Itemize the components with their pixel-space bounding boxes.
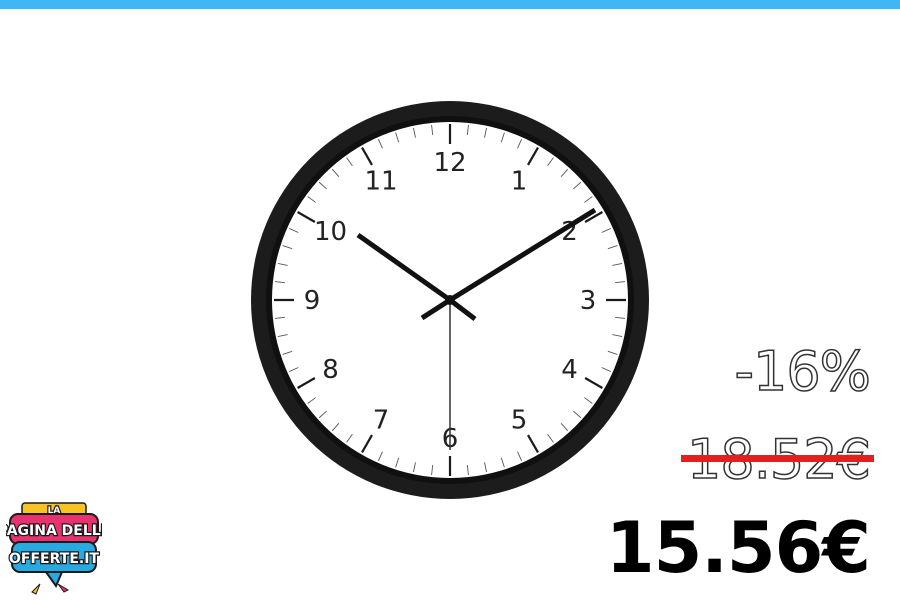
clock-minor-tick: [307, 397, 316, 404]
clock-minor-tick: [517, 139, 522, 149]
clock-major-tick: [584, 377, 603, 389]
clock-minor-tick: [584, 196, 593, 203]
clock-minor-tick: [500, 457, 505, 468]
clock-minor-tick: [274, 281, 285, 284]
old-price-block: 18.52€: [681, 427, 874, 492]
clock-minor-tick: [378, 451, 383, 461]
clock-minor-tick: [318, 410, 327, 419]
clock-major-tick: [361, 434, 373, 453]
clock-minor-tick: [484, 127, 488, 138]
hour-hand-tail: [420, 297, 452, 321]
clock-numeral: 4: [561, 355, 578, 385]
clock-minor-tick: [282, 245, 293, 250]
clock-major-tick: [297, 377, 316, 389]
site-logo[interactable]: LA PAGINA DELLE OFFERTE.IT: [6, 500, 102, 598]
clock-minor-tick: [395, 132, 400, 143]
clock-minor-tick: [277, 262, 288, 266]
clock-minor-tick: [346, 434, 353, 443]
clock-minor-tick: [307, 196, 316, 203]
clock-numeral: 1: [511, 166, 528, 196]
clock-minor-tick: [346, 157, 353, 166]
clock-minor-tick: [289, 367, 299, 372]
clock-minor-tick: [615, 316, 626, 319]
hour-hand: [356, 232, 452, 303]
clock-major-tick: [297, 211, 316, 223]
clock-minor-tick: [289, 228, 299, 233]
clock-minor-tick: [607, 350, 618, 355]
minute-hand: [448, 207, 597, 303]
clock-minor-tick: [277, 334, 288, 338]
clock-numeral: 11: [364, 166, 397, 196]
clock-minor-tick: [560, 168, 569, 177]
clock-minor-tick: [612, 262, 623, 266]
clock-minor-tick: [601, 228, 611, 233]
clock-numeral: 5: [511, 406, 528, 436]
clock-minor-tick: [547, 434, 554, 443]
logo-line-2: PAGINA DELLE: [6, 523, 102, 539]
clock-numeral: 8: [322, 355, 339, 385]
clock-minor-tick: [517, 451, 522, 461]
clock-major-tick: [361, 147, 373, 166]
clock-ticks: [274, 124, 626, 476]
clock-numeral: 3: [580, 286, 597, 316]
clock-minor-tick: [560, 423, 569, 432]
clock-minor-tick: [466, 124, 469, 135]
clock-minor-tick: [615, 281, 626, 284]
clock-minor-tick: [431, 124, 434, 135]
clock-minor-tick: [318, 181, 327, 190]
clock-minor-tick: [395, 457, 400, 468]
clock-minor-tick: [466, 465, 469, 476]
clock-minor-tick: [412, 127, 416, 138]
clock-major-tick: [527, 434, 539, 453]
clock-major-tick: [584, 211, 603, 223]
clock-minor-tick: [601, 367, 611, 372]
clock-minor-tick: [612, 334, 623, 338]
clock-minor-tick: [573, 410, 582, 419]
clock-minor-tick: [573, 181, 582, 190]
clock-minor-tick: [274, 316, 285, 319]
discount-badge: -16%: [734, 339, 872, 404]
clock-minor-tick: [412, 462, 416, 473]
clock-minor-tick: [331, 423, 340, 432]
clock-minor-tick: [431, 465, 434, 476]
clock-minor-tick: [484, 462, 488, 473]
clock-center-cap: [445, 295, 455, 305]
clock-numeral: 10: [314, 217, 347, 247]
clock-numeral: 12: [433, 148, 466, 178]
top-accent-bar: [0, 0, 900, 9]
clock-minor-tick: [282, 350, 293, 355]
minute-hand-tail: [448, 298, 477, 321]
clock-minor-tick: [584, 397, 593, 404]
product-image: 12 1 2 3 4 5 6 7 8 9 10 11: [248, 98, 652, 502]
logo-line-3: OFFERTE.IT: [9, 551, 99, 567]
clock-minor-tick: [331, 168, 340, 177]
clock-minor-tick: [500, 132, 505, 143]
clock-numeral: 9: [304, 286, 321, 316]
clock-minor-tick: [547, 157, 554, 166]
clock-major-tick: [527, 147, 539, 166]
clock-minor-tick: [378, 139, 383, 149]
logo-graphic: LA PAGINA DELLE OFFERTE.IT: [6, 502, 102, 595]
clock-minor-tick: [607, 245, 618, 250]
price-strikethrough: [681, 455, 874, 462]
clock-numeral: 7: [373, 406, 390, 436]
new-price: 15.56€: [605, 507, 871, 589]
